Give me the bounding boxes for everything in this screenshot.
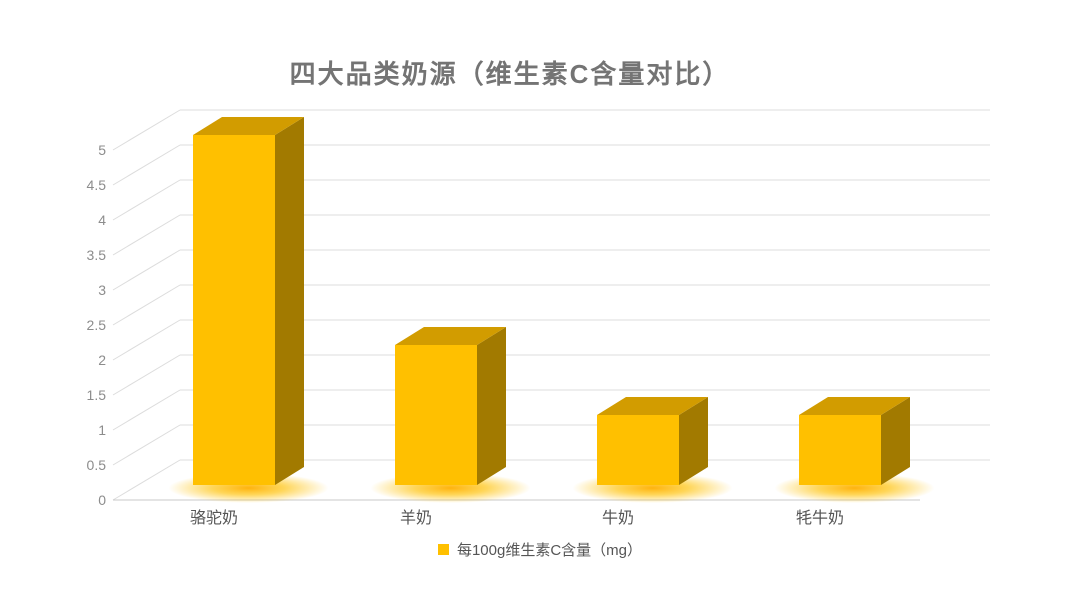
gridline-diagonal bbox=[112, 424, 181, 466]
gridline-diagonal bbox=[112, 319, 181, 361]
category-label: 骆驼奶 bbox=[190, 509, 238, 527]
y-tick-label: 2.5 bbox=[87, 317, 107, 333]
bar-side-face bbox=[679, 397, 708, 485]
gridline-diagonal bbox=[112, 179, 181, 221]
bar-front-face bbox=[799, 415, 881, 485]
chart-title: 四大品类奶源（维生素C含量对比） bbox=[289, 59, 731, 89]
y-tick-label: 2 bbox=[98, 352, 106, 368]
y-tick-label: 0 bbox=[98, 492, 106, 508]
bar-side-face bbox=[275, 117, 304, 485]
gridline-diagonal bbox=[112, 389, 181, 431]
axis-label-layer: 0 0.5 1 1.5 2 2.5 3 3.5 4 4.5 5 骆驼奶 羊奶 牛奶 牦牛奶 bbox=[87, 142, 844, 527]
bar-front-face bbox=[395, 345, 477, 485]
y-tick-label: 3 bbox=[98, 282, 106, 298]
y-tick-label: 1.5 bbox=[87, 387, 107, 403]
gridline-diagonal bbox=[112, 284, 181, 326]
bar-top-face bbox=[395, 327, 506, 345]
bar-layer bbox=[168, 117, 935, 503]
y-tick-label: 5 bbox=[98, 142, 106, 158]
legend-swatch-icon bbox=[437, 544, 449, 555]
legend-label: 每100g维生素C含量（mg） bbox=[456, 542, 643, 559]
gridline-diagonal bbox=[112, 354, 181, 396]
bar-top-face bbox=[799, 397, 910, 415]
gridline-diagonal bbox=[112, 249, 181, 291]
gridline-diagonal bbox=[112, 109, 181, 151]
bar-top-face bbox=[193, 117, 304, 135]
y-tick-label: 1 bbox=[98, 422, 106, 438]
y-tick-label: 4 bbox=[98, 212, 106, 228]
category-label: 羊奶 bbox=[400, 509, 432, 527]
gridline-diagonal bbox=[112, 459, 181, 501]
y-tick-label: 4.5 bbox=[87, 177, 107, 193]
gridline-diagonal bbox=[112, 214, 181, 256]
bar-front-face bbox=[597, 415, 679, 485]
legend: 每100g维生素C含量（mg） bbox=[0, 539, 1080, 560]
grid-layer bbox=[112, 109, 990, 501]
category-label: 牛奶 bbox=[602, 509, 634, 527]
bar-side-face bbox=[477, 327, 506, 485]
y-tick-label: 0.5 bbox=[87, 457, 107, 473]
bar-top-face bbox=[597, 397, 708, 415]
bar-front-face bbox=[193, 135, 275, 485]
bar-side-face bbox=[881, 397, 910, 485]
gridline-diagonal bbox=[112, 144, 181, 186]
category-label: 牦牛奶 bbox=[796, 509, 844, 527]
y-tick-label: 3.5 bbox=[87, 247, 107, 263]
